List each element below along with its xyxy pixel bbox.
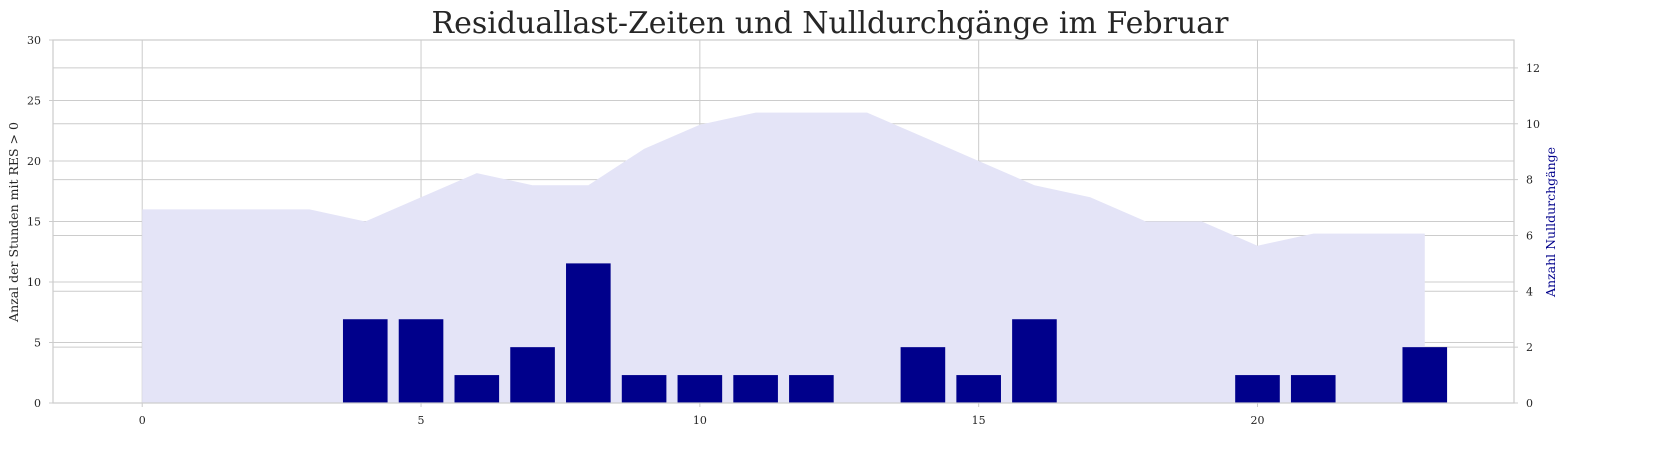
x-tick-label: 15 [972, 414, 986, 427]
left-y-tick-label: 25 [27, 95, 41, 108]
right-y-tick-label: 8 [1526, 174, 1533, 187]
left-y-axis-label: Anzal der Stunden mit RES > 0 [6, 122, 21, 323]
right-y-tick-label: 12 [1526, 62, 1540, 75]
left-y-tick-label: 0 [34, 397, 41, 410]
bar [677, 375, 723, 403]
x-tick-label: 10 [693, 414, 707, 427]
chart-title: Residuallast-Zeiten und Nulldurchgänge i… [432, 6, 1230, 41]
x-tick-label: 5 [418, 414, 425, 427]
left-y-tick-label: 15 [27, 216, 41, 229]
left-y-tick-label: 20 [27, 155, 41, 168]
left-y-tick-label: 10 [27, 276, 41, 289]
bar [956, 375, 1001, 403]
right-y-axis-ticks: 0 2 4 6 8 10 12 [1514, 62, 1540, 410]
right-y-tick-label: 0 [1526, 397, 1533, 410]
bar [510, 347, 555, 403]
x-tick-label: 20 [1250, 414, 1264, 427]
right-y-tick-label: 4 [1526, 285, 1533, 298]
x-tick-label: 0 [139, 414, 146, 427]
left-y-tick-label: 5 [34, 337, 41, 350]
bar [1012, 319, 1057, 403]
bar [789, 375, 834, 403]
bar [398, 319, 444, 403]
x-axis-ticks: 0 5 10 15 20 [139, 403, 1264, 427]
bar-series [342, 263, 1448, 403]
right-y-tick-label: 2 [1526, 341, 1533, 354]
right-y-axis-label: Anzahl Nulldurchgänge [1543, 147, 1558, 298]
right-y-tick-label: 6 [1526, 229, 1533, 242]
bar [566, 263, 611, 403]
bar [342, 319, 388, 403]
right-y-tick-label: 10 [1526, 118, 1540, 131]
area-series [142, 112, 1425, 403]
bar [1290, 375, 1336, 403]
left-y-axis-ticks: 0 5 10 15 20 25 30 [27, 34, 53, 410]
bar [900, 347, 946, 403]
area-fill [142, 112, 1425, 403]
bar [1235, 375, 1280, 403]
left-y-tick-label: 30 [27, 34, 41, 47]
bar [454, 375, 500, 403]
bar [621, 375, 667, 403]
bar [1402, 347, 1448, 403]
bar [733, 375, 778, 403]
